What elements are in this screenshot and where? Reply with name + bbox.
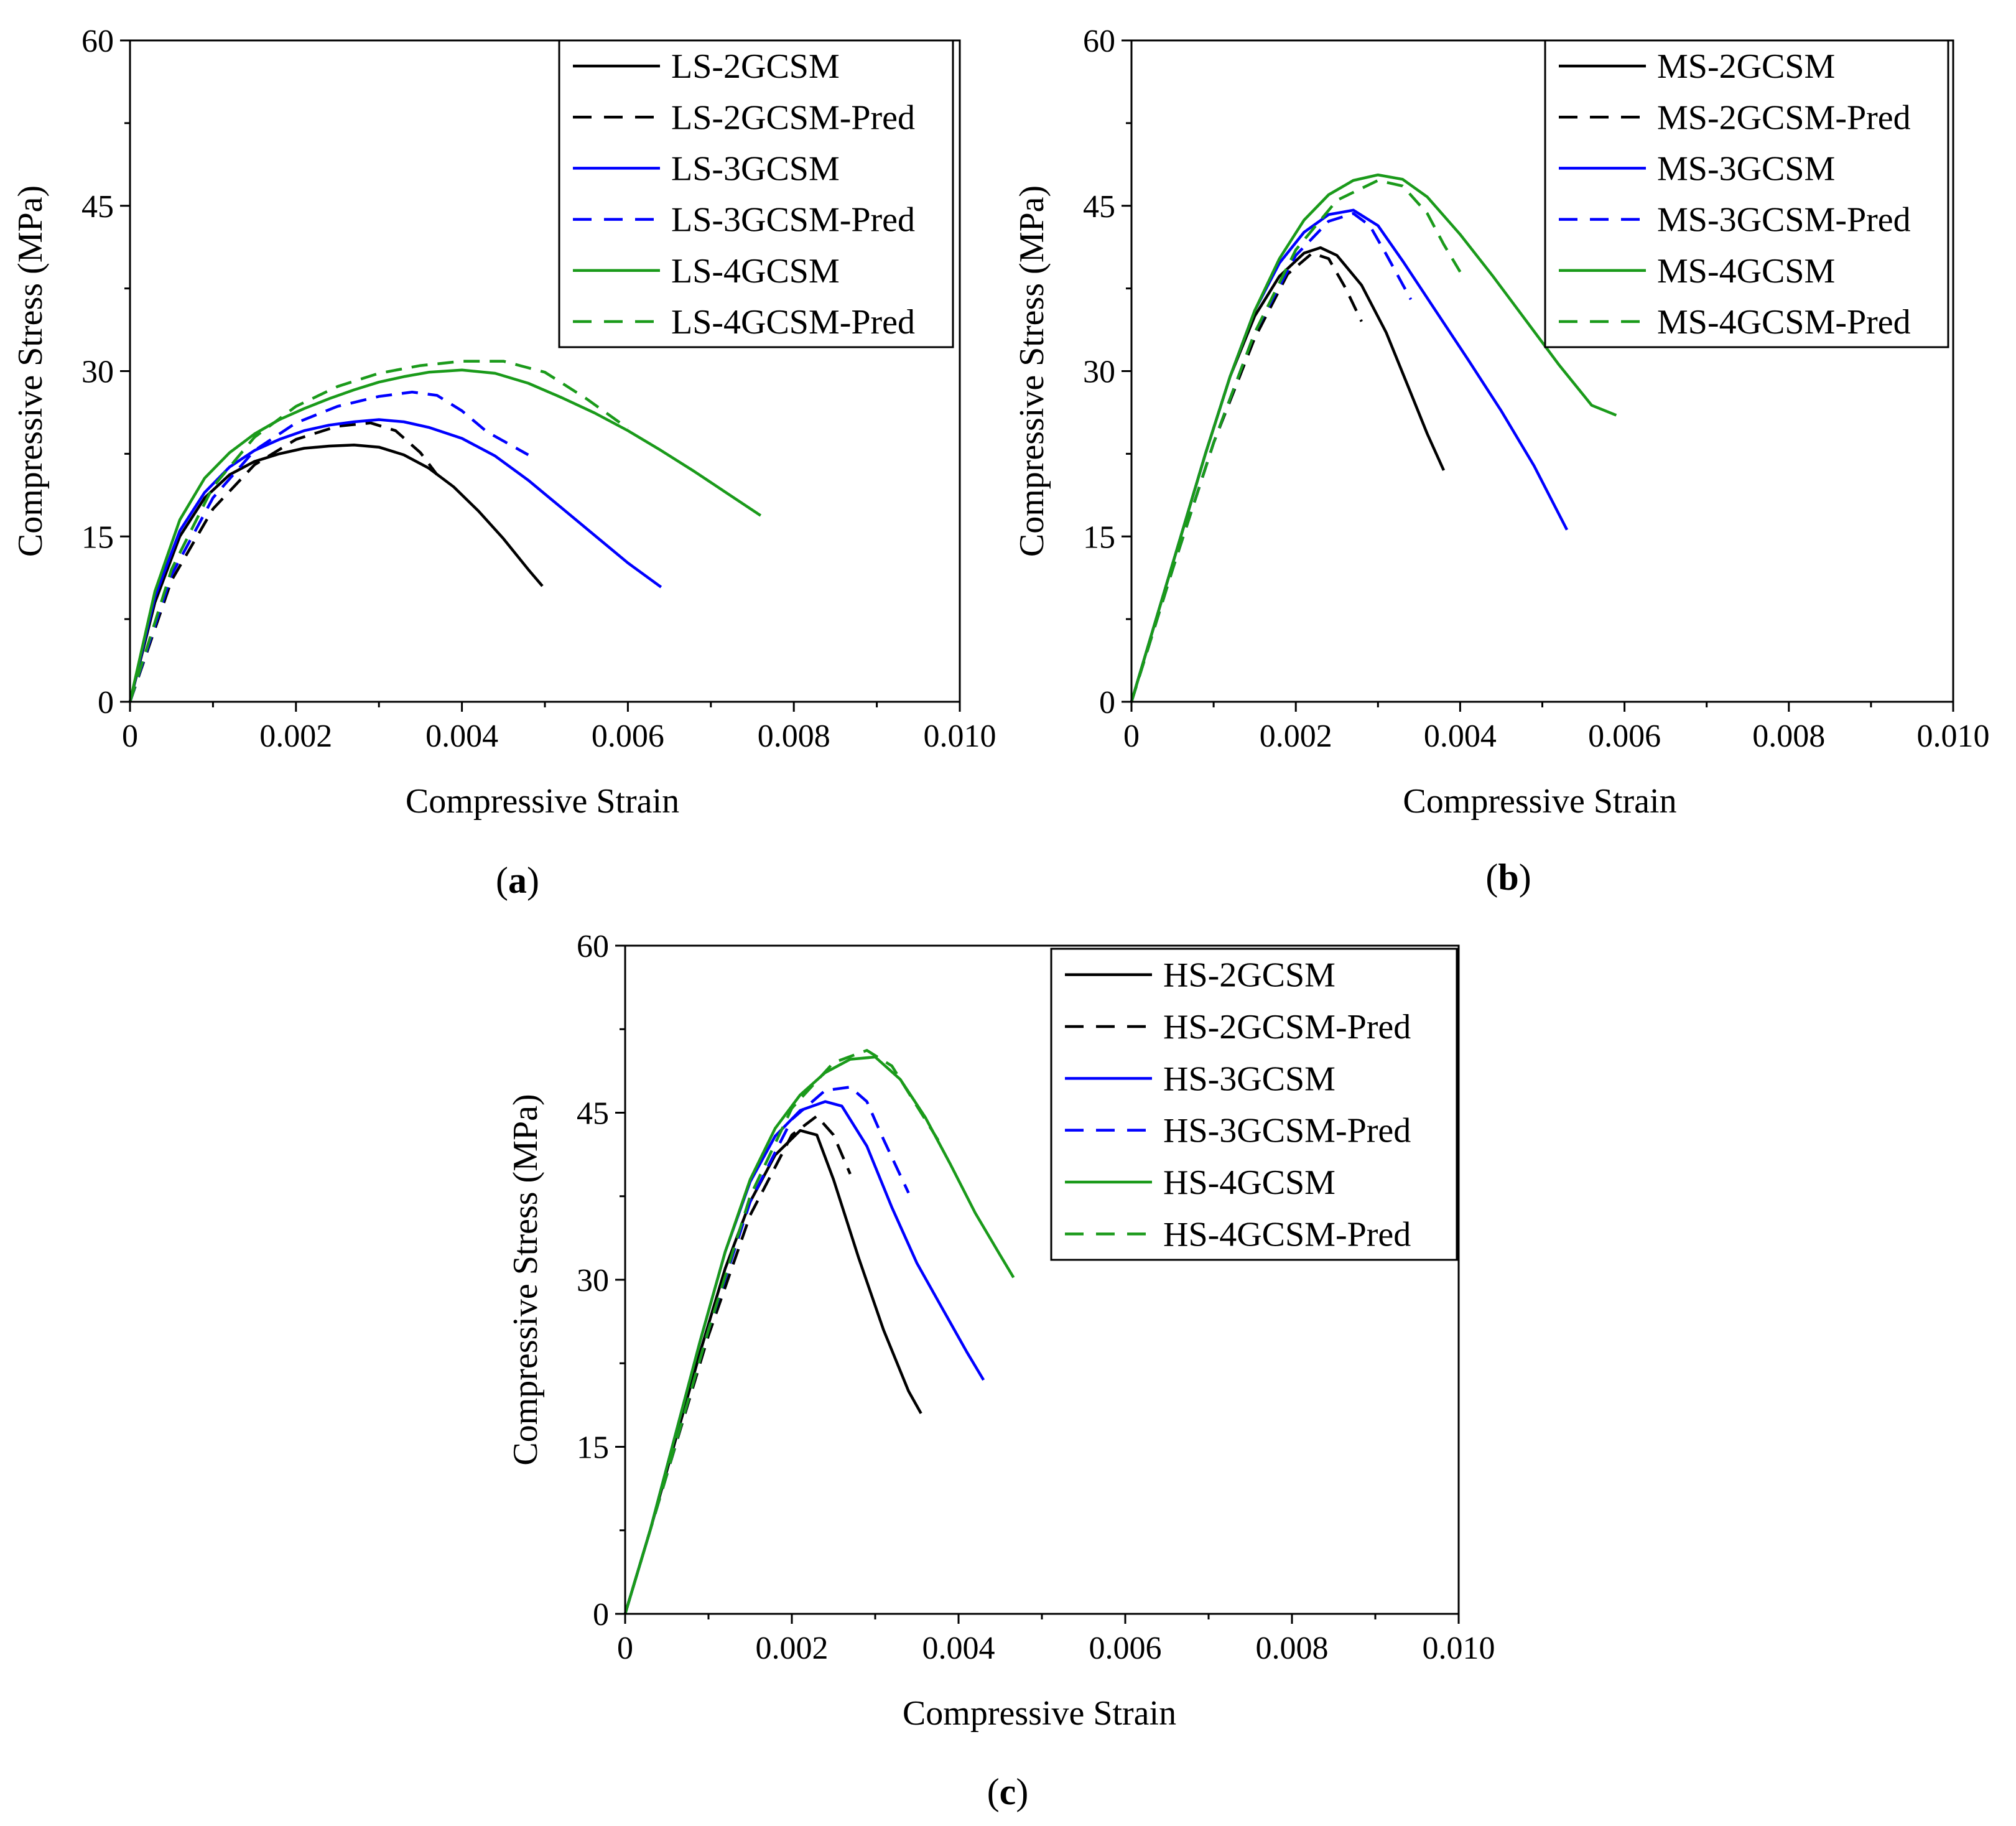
legend-entry-label: HS-2GCSM <box>1163 956 1335 995</box>
panel-label-open: ( <box>1485 857 1498 898</box>
x-tick-label: 0 <box>1123 719 1140 754</box>
legend-entry-label: HS-2GCSM-Pred <box>1163 1008 1411 1046</box>
x-tick-label: 0.002 <box>259 719 332 754</box>
legend-entry-label: HS-3GCSM <box>1163 1060 1335 1098</box>
y-axis-title: Compressive Stress (MPa) <box>11 185 50 557</box>
x-tick-label: 0.004 <box>425 719 498 754</box>
series-line-ms-4gcsm <box>1130 173 1617 702</box>
chart-panel-b: 0 0.002 0.004 0.006 0.008 0.010 0 15 30 45 60 Compr… <box>1013 24 1990 898</box>
y-tick-label: 30 <box>577 1263 609 1298</box>
y-tick-label: 15 <box>81 519 114 555</box>
x-tick-label: 0.008 <box>1752 719 1825 754</box>
legend-entry-label: MS-3GCSM <box>1657 149 1835 188</box>
legend-entry-label: MS-2GCSM <box>1657 47 1835 86</box>
legend: LS-2GCSM LS-2GCSM-Pred LS-3GCSM LS-3GCSM-Pr… <box>558 39 954 348</box>
legend-entry-label: MS-4GCSM-Pred <box>1657 303 1911 342</box>
y-tick-label: 60 <box>81 24 114 59</box>
x-axis-title: Compressive Strain <box>1403 782 1676 821</box>
y-tick-label: 45 <box>1083 189 1115 225</box>
series-line-ls-2gcsm <box>128 443 544 702</box>
panel-label-letter: a <box>508 860 527 901</box>
legend-box <box>558 39 954 348</box>
panel-label-open: ( <box>987 1771 1000 1812</box>
x-tick-label: 0.006 <box>592 719 664 754</box>
legend-entry-label: HS-4GCSM <box>1163 1163 1335 1202</box>
legend-entry-label: LS-4GCSM <box>671 252 840 291</box>
legend-entry-label: MS-4GCSM <box>1657 252 1835 291</box>
legend-entry-label: MS-2GCSM-Pred <box>1657 98 1911 137</box>
y-tick-label: 15 <box>1083 519 1115 555</box>
x-tick-label: 0.006 <box>1588 719 1661 754</box>
panel-label: (c) <box>987 1771 1029 1812</box>
y-tick-label: 15 <box>577 1430 609 1466</box>
series-line-ms-3gcsm-pred <box>1130 212 1413 702</box>
series-line-hs-4gcsm-pred <box>623 1049 944 1614</box>
legend-entry-label: MS-3GCSM-Pred <box>1657 201 1911 240</box>
series-group <box>1130 173 1617 702</box>
y-axis-title: Compressive Stress (MPa) <box>506 1094 545 1465</box>
panel-label-open: ( <box>496 860 508 901</box>
y-tick-label: 0 <box>1099 685 1115 720</box>
x-tick-label: 0.010 <box>924 719 996 754</box>
y-tick-label: 30 <box>1083 355 1115 390</box>
legend: HS-2GCSM HS-2GCSM-Pred HS-3GCSM HS-3GCSM-Pr… <box>1050 948 1458 1261</box>
series-line-ls-4gcsm-pred <box>128 360 629 702</box>
series-line-ms-4gcsm-pred <box>1130 179 1462 702</box>
x-tick-label: 0.002 <box>1260 719 1332 754</box>
legend-box <box>1050 948 1458 1261</box>
panel-label-letter: c <box>1000 1771 1016 1812</box>
legend-box <box>1544 39 1949 348</box>
x-tick-label: 0.010 <box>1917 719 1990 754</box>
y-tick-label: 30 <box>81 355 114 390</box>
y-tick-label: 0 <box>593 1597 609 1633</box>
y-axis-title: Compressive Stress (MPa) <box>1013 185 1051 557</box>
y-tick-label: 45 <box>81 189 114 225</box>
y-tick-label: 60 <box>577 929 609 964</box>
chart-panel-a: 0 0.002 0.004 0.006 0.008 0.010 0 15 30 45 60 Compr… <box>11 24 996 901</box>
x-tick-label: 0.006 <box>1089 1631 1162 1666</box>
x-tick-label: 0.008 <box>758 719 830 754</box>
x-tick-label: 0.010 <box>1423 1631 1495 1666</box>
panel-label: (b) <box>1485 857 1531 898</box>
series-line-ls-4gcsm <box>128 368 762 702</box>
legend-entry-label: LS-2GCSM <box>671 47 840 86</box>
legend-entry-label: LS-2GCSM-Pred <box>671 98 915 137</box>
series-line-ls-3gcsm-pred <box>128 390 529 702</box>
y-tick-label: 0 <box>98 685 114 720</box>
legend-entry-label: LS-3GCSM-Pred <box>671 201 915 240</box>
series-group <box>623 1049 1015 1614</box>
x-tick-label: 0 <box>617 1631 633 1666</box>
series-group <box>128 360 762 702</box>
x-tick-label: 0.002 <box>756 1631 829 1666</box>
panel-label-close: ) <box>1016 1771 1028 1812</box>
x-axis-title: Compressive Strain <box>903 1694 1176 1733</box>
panel-label-letter: b <box>1498 857 1518 898</box>
legend-entry-label: LS-3GCSM <box>671 149 840 188</box>
panel-label-close: ) <box>527 860 539 901</box>
x-tick-label: 0.004 <box>922 1631 995 1666</box>
series-line-ls-2gcsm-pred <box>128 421 439 702</box>
y-tick-label: 45 <box>577 1096 609 1132</box>
legend-entry-label: HS-4GCSM-Pred <box>1163 1215 1411 1254</box>
panel-label: (a) <box>496 860 539 901</box>
legend-entry-label: HS-3GCSM-Pred <box>1163 1112 1411 1150</box>
legend: MS-2GCSM MS-2GCSM-Pred MS-3GCSM MS-3GCSM-Pr… <box>1544 39 1949 348</box>
series-line-ls-3gcsm <box>128 418 662 702</box>
x-axis-title: Compressive Strain <box>406 782 679 821</box>
x-tick-label: 0.004 <box>1424 719 1497 754</box>
x-tick-label: 0 <box>122 719 138 754</box>
y-tick-label: 60 <box>1083 24 1115 59</box>
x-tick-label: 0.008 <box>1256 1631 1329 1666</box>
series-line-ms-2gcsm-pred <box>1130 251 1363 702</box>
legend-entry-label: LS-4GCSM-Pred <box>671 303 915 342</box>
chart-panel-c: 0 0.002 0.004 0.006 0.008 0.010 0 15 30 45 60 Compr… <box>506 929 1495 1812</box>
panel-label-close: ) <box>1519 857 1531 898</box>
